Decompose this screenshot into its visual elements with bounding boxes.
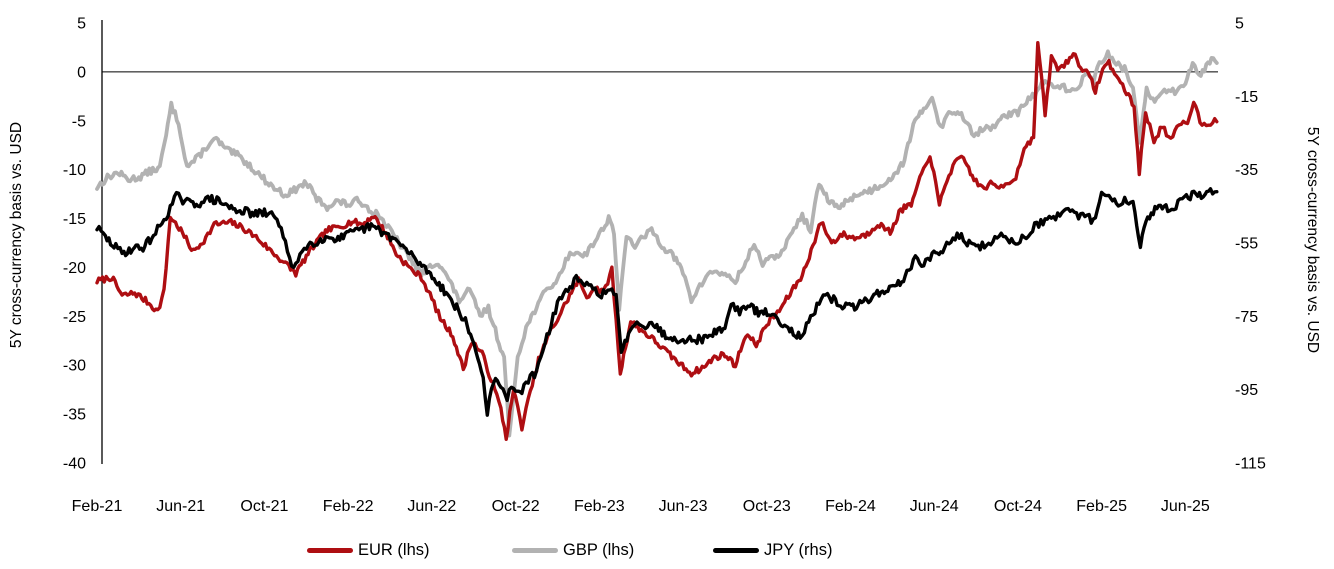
left-axis-tick-label: -20 <box>63 260 86 277</box>
right-axis-tick-label: -35 <box>1235 162 1258 179</box>
legend-label-eur: EUR (lhs) <box>358 540 430 559</box>
jpy-line <box>95 187 1219 417</box>
left-axis-tick-label: -25 <box>63 309 86 326</box>
left-axis-tick-label: -5 <box>72 113 86 130</box>
legend: EUR (lhs) GBP (lhs) JPY (rhs) <box>0 539 1334 561</box>
x-axis-tick-label: Jun-23 <box>659 498 708 515</box>
gbp-line-swatch <box>512 547 558 553</box>
left-axis-tick-label: -35 <box>63 407 86 424</box>
legend-label-jpy: JPY (rhs) <box>764 540 833 559</box>
left-axis-tick-label: -30 <box>63 358 86 375</box>
x-axis-tick-label: Oct-24 <box>994 498 1042 515</box>
gbp-line <box>95 49 1219 438</box>
jpy-line-swatch <box>713 547 759 553</box>
x-axis-tick-label: Jun-24 <box>910 498 959 515</box>
x-axis-tick-label: Feb-23 <box>574 498 625 515</box>
legend-item-eur: EUR (lhs) <box>307 539 430 561</box>
x-axis-tick-label: Jun-22 <box>407 498 456 515</box>
x-axis-tick-label: Oct-23 <box>743 498 791 515</box>
right-axis-tick-label: -95 <box>1235 382 1258 399</box>
x-axis-tick-label: Jun-25 <box>1161 498 1210 515</box>
left-axis-tick-label: -10 <box>63 162 86 179</box>
x-axis-tick-label: Feb-25 <box>1076 498 1127 515</box>
right-axis-tick-label: -55 <box>1235 236 1258 253</box>
x-axis-tick-label: Feb-21 <box>72 498 123 515</box>
right-axis-tick-label: -15 <box>1235 89 1258 106</box>
x-axis-tick-label: Feb-22 <box>323 498 374 515</box>
eur-line <box>95 41 1219 441</box>
legend-label-gbp: GBP (lhs) <box>563 540 635 559</box>
left-axis-tick-label: -40 <box>63 456 86 473</box>
x-axis-tick-label: Feb-24 <box>825 498 876 515</box>
left-axis-tick-label: -15 <box>63 211 86 228</box>
x-axis-tick-label: Oct-22 <box>492 498 540 515</box>
right-axis-tick-label: -115 <box>1235 456 1266 473</box>
x-axis-tick-label: Oct-21 <box>240 498 288 515</box>
eur-line-swatch <box>307 547 353 553</box>
right-axis-tick-label: -75 <box>1235 309 1258 326</box>
right-axis-tick-label: 5 <box>1235 16 1244 33</box>
left-axis-tick-label: 0 <box>77 64 86 81</box>
legend-item-jpy: JPY (rhs) <box>713 539 832 561</box>
x-axis-tick-label: Jun-21 <box>156 498 205 515</box>
legend-item-gbp: GBP (lhs) <box>512 539 634 561</box>
left-axis-tick-label: 5 <box>77 16 86 33</box>
